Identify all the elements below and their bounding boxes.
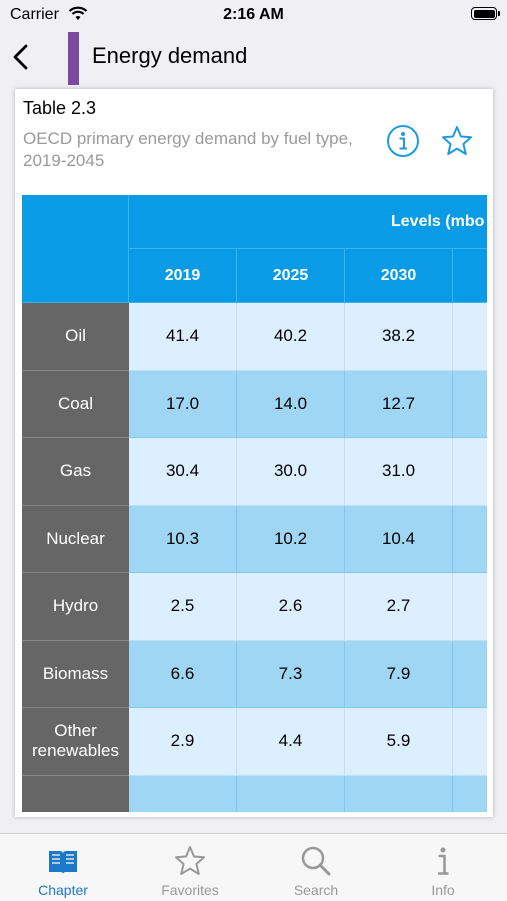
table-cell: 30.0 <box>237 438 345 506</box>
table-cell <box>453 640 487 708</box>
table-cell: 31.0 <box>345 438 453 506</box>
table-cell: 2.6 <box>237 573 345 641</box>
table-cell <box>453 438 487 506</box>
info-icon <box>438 847 449 875</box>
year-header: 2030 <box>345 249 453 303</box>
page-title: Energy demand <box>92 43 248 68</box>
table-cell: 5.9 <box>345 708 453 776</box>
table-cell: 10.2 <box>237 505 345 573</box>
levels-header: Levels (mbo <box>129 195 487 249</box>
row-label: Gas <box>22 438 129 506</box>
table-card: Table 2.3 OECD primary energy demand by … <box>15 89 493 817</box>
table-cell: 7.3 <box>237 640 345 708</box>
table-cell: 41.4 <box>129 303 237 371</box>
chevron-left-icon <box>13 44 28 70</box>
table-cell <box>453 573 487 641</box>
table-cell <box>453 370 487 438</box>
year-header: 2019 <box>129 249 237 303</box>
search-icon <box>301 846 331 876</box>
table-description: OECD primary energy demand by fuel type,… <box>23 129 353 170</box>
tab-bar: Chapter Favorites Search Info <box>0 833 507 901</box>
year-header <box>453 249 487 303</box>
table-cell <box>237 775 345 812</box>
table-cell: 17.0 <box>129 370 237 438</box>
tab-label: Search <box>293 882 339 898</box>
table-info-button[interactable] <box>386 124 420 158</box>
book-icon <box>49 851 77 874</box>
table-cell: 12.7 <box>345 370 453 438</box>
table-cell: 2.7 <box>345 573 453 641</box>
battery-icon <box>471 7 500 20</box>
table-cell <box>345 775 453 812</box>
table-cell <box>129 775 237 812</box>
tab-favorites[interactable]: Favorites <box>127 834 253 901</box>
table-cell <box>453 708 487 776</box>
info-icon <box>387 125 419 157</box>
table-cell <box>453 505 487 573</box>
row-label: Hydro <box>22 573 129 641</box>
table-cell: 2.9 <box>129 708 237 776</box>
navigation-bar: Energy demand <box>0 30 507 86</box>
clock: 2:16 AM <box>223 6 284 23</box>
carrier-label: Carrier <box>10 6 59 23</box>
tab-chapter[interactable]: Chapter <box>0 834 126 901</box>
year-header: 2025 <box>237 249 345 303</box>
star-icon <box>442 126 472 155</box>
table-cell: 14.0 <box>237 370 345 438</box>
star-icon <box>175 846 205 875</box>
table-corner <box>22 195 129 303</box>
favorite-button[interactable] <box>440 124 474 158</box>
table-cell: 38.2 <box>345 303 453 371</box>
data-table[interactable]: Levels (mbo 2019 2025 2030 Oil 41.4 40.2 38.2 C… <box>22 195 487 812</box>
table-cell: 2.5 <box>129 573 237 641</box>
table-cell: 6.6 <box>129 640 237 708</box>
table-cell: 10.4 <box>345 505 453 573</box>
table-number: Table 2.3 <box>23 98 97 118</box>
table-cell <box>453 775 487 812</box>
chapter-color-bar <box>68 32 79 85</box>
tab-label: Favorites <box>161 882 219 898</box>
table-cell: 40.2 <box>237 303 345 371</box>
row-label <box>22 775 129 812</box>
tab-label: Chapter <box>38 882 88 898</box>
row-label: Biomass <box>22 640 129 708</box>
table-cell: 4.4 <box>237 708 345 776</box>
status-bar: Carrier 2:16 AM <box>0 0 507 30</box>
table-cell: 30.4 <box>129 438 237 506</box>
table-cell <box>453 303 487 371</box>
row-label: Nuclear <box>22 505 129 573</box>
back-button[interactable] <box>10 42 34 72</box>
tab-search[interactable]: Search <box>253 834 379 901</box>
table-cell: 10.3 <box>129 505 237 573</box>
wifi-icon <box>68 6 88 26</box>
row-label: Other renewables <box>22 708 129 776</box>
tab-label: Info <box>431 882 455 898</box>
row-label: Oil <box>22 303 129 371</box>
tab-info[interactable]: Info <box>380 834 506 901</box>
row-label: Coal <box>22 370 129 438</box>
table-cell: 7.9 <box>345 640 453 708</box>
